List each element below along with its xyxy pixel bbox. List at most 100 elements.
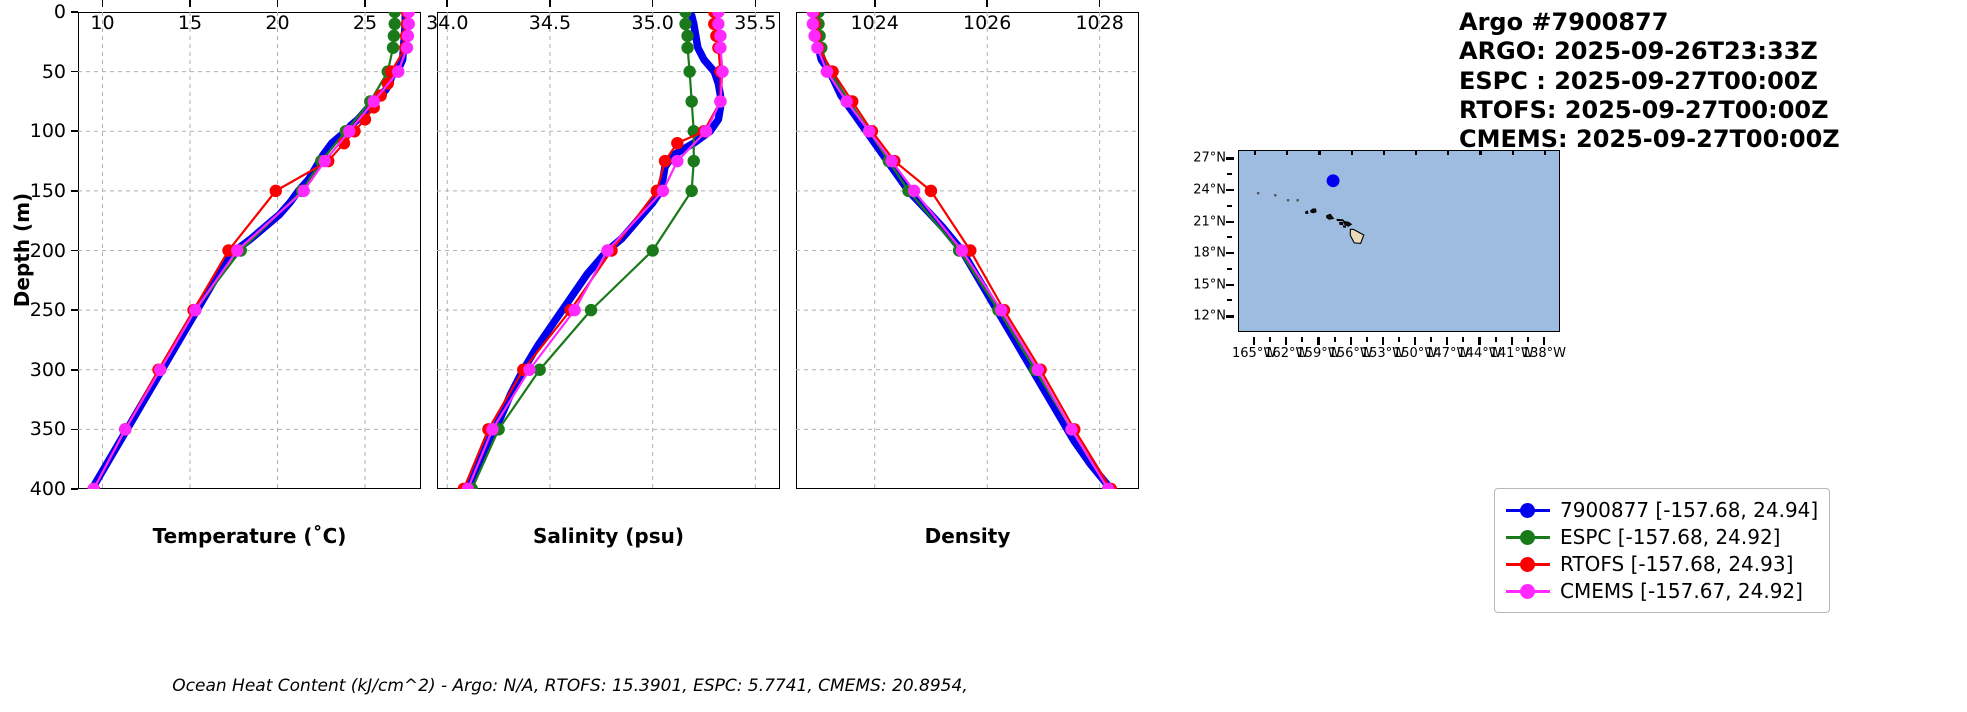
map-lon-tick-mark [1317,337,1320,345]
map-lon-tick-mark [1478,337,1481,345]
depth-tick-mark [71,190,78,192]
x-tick-label: 15 [177,12,203,34]
legend-label: CMEMS [-157.67, 24.92] [1560,578,1803,603]
map-lat-tick-mark [1226,252,1234,255]
depth-tick-label: 250 [29,299,66,322]
map-lon-minor-tick [1430,337,1433,342]
legend-swatch-argo [1506,502,1550,518]
legend-item-cmems[interactable]: CMEMS [-157.67, 24.92] [1506,577,1818,604]
depth-tick-label: 300 [29,358,66,381]
map-lon-tick-mark [1446,337,1449,345]
legend-label: 7900877 [-157.68, 24.94] [1560,497,1819,522]
depth-tick-label: 0 [53,1,66,23]
legend-circle-marker-icon [1520,502,1535,518]
map-lon-minor-tick [1494,337,1497,342]
legend-item-argo[interactable]: 7900877 [-157.68, 24.94] [1506,496,1818,523]
legend-circle-marker-icon [1520,529,1535,545]
density-plot-area [796,12,1139,489]
depth-tick-label: 100 [29,120,66,143]
map-lat-minor-tick [1227,204,1232,207]
density-axis-ticks: 1024 1026 1028 [796,0,1139,38]
map-lon-minor-tick [1269,337,1272,342]
density-axis-label: Density [924,524,1011,548]
map-lat-minor-tick [1227,236,1232,239]
map-lon-top-tick [1253,151,1257,155]
legend-item-espc[interactable]: ESPC [-157.68, 24.92] [1506,523,1818,550]
salinity-axis-ticks: 34.0 34.5 35.0 35.5 [426,0,780,38]
x-tick-mark [1098,0,1101,7]
legend-label: ESPC [-157.68, 24.92] [1560,524,1781,549]
x-tick-mark [446,0,449,7]
depth-axis-label: Depth (m) [10,192,34,308]
depth-tick-mark [71,70,78,73]
x-tick-label: 35.0 [631,12,674,34]
legend-item-rtofs[interactable]: RTOFS [-157.68, 24.93] [1506,550,1818,577]
legend-swatch-cmems [1506,583,1550,599]
map-lat-tick-mark [1226,283,1234,287]
legend-circle-marker-icon [1520,556,1535,572]
map-lon-tick-label: 153°W [1360,346,1405,361]
map-lon-top-tick [1350,151,1353,155]
x-tick-mark [276,0,279,7]
locator-map: 27°N 24°N 21°N 18°N 15°N 12°N 165°W 162°W 159°W… [1176,150,1566,361]
map-lat-tick-mark [1226,220,1234,223]
map-lat-tick-label: 21°N [1193,214,1226,230]
x-tick-mark [549,0,551,7]
legend-swatch-espc [1506,529,1550,545]
x-tick-mark [189,0,191,7]
salinity-plot-area [437,12,780,489]
map-ocean-area [1238,150,1560,332]
ocean-heat-content-caption: Ocean Heat Content (kJ/cm^2) - Argo: N/A… [172,676,968,696]
map-lon-top-tick [1543,151,1547,155]
x-tick-label: 34.0 [426,12,469,34]
x-tick-label: 20 [265,12,290,34]
map-lon-tick-mark [1542,337,1546,345]
map-lon-minor-tick [1333,337,1336,342]
x-tick-label: 1028 [1075,12,1124,34]
legend-label: RTOFS [-157.68, 24.93] [1560,551,1794,576]
map-lon-tick-label: 138°W [1521,346,1566,361]
x-tick-label: 1026 [962,12,1012,34]
temperature-axis-label: Temperature (˚C) [152,524,347,548]
map-lat-tick-label: 18°N [1193,245,1226,261]
map-lon-tick-mark [1381,337,1385,345]
map-lon-tick-mark [1252,337,1256,345]
temperature-panel [78,12,421,489]
x-tick-label: 34.5 [528,12,572,34]
map-lon-top-tick [1414,151,1418,155]
x-tick-mark [754,0,757,7]
depth-tick-mark [71,428,78,431]
map-lon-minor-tick [1462,337,1465,342]
series-legend[interactable]: 7900877 [-157.68, 24.94] ESPC [-157.68, 2… [1494,488,1831,613]
x-tick-label: 35.5 [734,12,777,34]
salinity-axis-label: Salinity (psu) [532,524,684,548]
x-tick-mark [651,0,654,7]
map-longitude-ticks: 165°W 162°W 159°W 156°W 153°W 150°W 147°W 144°W… [1232,337,1566,361]
legend-circle-marker-icon [1520,583,1535,599]
map-lat-tick-label: 27°N [1193,150,1226,166]
map-lon-tick-label: 159°W [1296,346,1341,361]
depth-tick-label: 50 [41,60,66,83]
map-lon-minor-tick [1365,337,1368,342]
map-lon-tick-label: 150°W [1393,346,1438,361]
depth-axis-ticks: 0 50 100 150 200 250 300 350 400 [0,1,78,500]
x-tick-mark [101,0,104,7]
x-tick-mark [364,0,366,7]
depth-tick-label: 400 [29,478,66,500]
map-graphics [1256,174,1365,244]
temperature-axis-ticks: 10 15 20 25 [78,0,421,38]
map-lon-top-tick [1286,151,1289,155]
map-lat-minor-tick [1227,267,1232,270]
map-lat-tick-mark [1226,315,1234,318]
depth-tick-label: 350 [29,418,66,441]
depth-tick-label: 150 [29,179,66,202]
depth-tick-mark [71,309,78,311]
x-tick-label: 25 [352,12,378,34]
map-lon-top-tick [1479,151,1482,155]
depth-tick-label: 200 [29,239,66,262]
map-lat-tick-label: 12°N [1193,308,1226,324]
x-tick-label: 1024 [850,12,899,34]
x-tick-mark [873,0,876,7]
map-lon-top-tick [1447,151,1450,155]
